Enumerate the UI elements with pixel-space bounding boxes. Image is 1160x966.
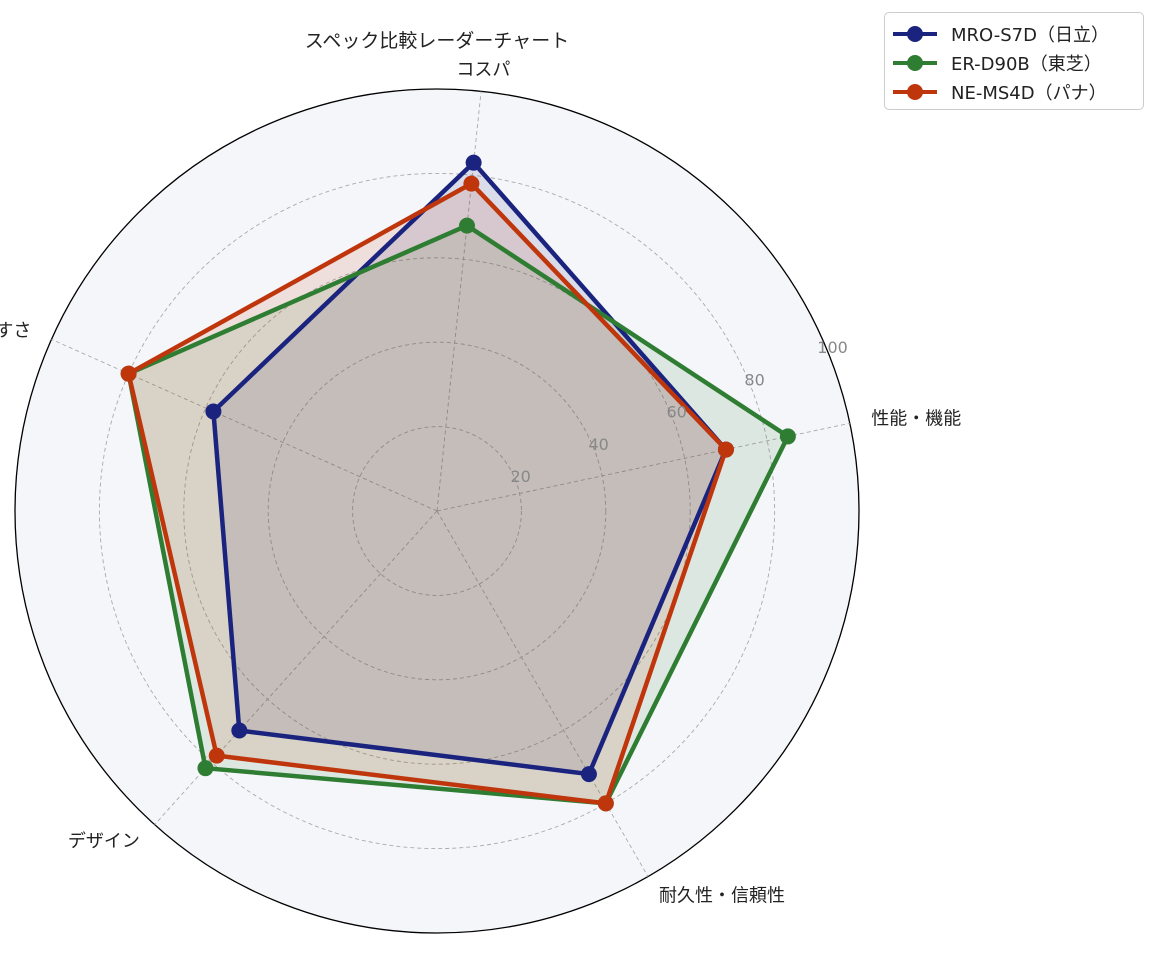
tick-label-20: 20 (510, 467, 530, 486)
series-line-1 (126, 223, 791, 806)
radial-ticks: 20 40 60 80 100 (510, 338, 847, 486)
grid-spoke-2 (51, 338, 438, 512)
axis-label-0: 性能・機能 (871, 409, 961, 430)
axis-label-1: コスパ (456, 59, 510, 80)
data-point-s0-3 (231, 722, 248, 739)
grid-ring-20 (352, 426, 522, 596)
legend-label: NE-MS4D（パナ） (951, 82, 1107, 104)
data-point-s2-3 (208, 747, 225, 764)
data-point-s2-1 (463, 175, 480, 192)
data-point-s2-2 (120, 365, 137, 382)
tick-label-80: 80 (744, 370, 764, 389)
axis-label-4: 耐久性・信頼性 (659, 886, 785, 907)
legend-marker-icon (893, 82, 937, 102)
series-layer (120, 154, 796, 812)
data-point-s0-4 (580, 766, 597, 783)
series-line-2 (126, 180, 729, 806)
data-point-s1-0 (779, 428, 796, 445)
legend-dot-2 (907, 83, 923, 100)
axis-label-2: 使いやすさ (0, 320, 31, 341)
series-fill-2 (128, 183, 726, 804)
legend-label: MRO-S7D（日立） (951, 24, 1109, 46)
grid-ring-60 (183, 257, 691, 765)
data-point-s0-1 (465, 154, 482, 171)
data-point-s2-0 (717, 441, 734, 458)
axis-labels: 性能・機能 コスパ使いやすさデザイン耐久性・信頼性 (0, 59, 961, 906)
legend-label: ER-D90B（東芝） (951, 53, 1102, 75)
legend-marker-icon (893, 24, 937, 44)
legend-item-1: ER-D90B（東芝） (893, 48, 1135, 77)
data-point-s1-1 (458, 217, 475, 234)
legend-item-2: NE-MS4D（パナ） (893, 77, 1135, 106)
chart-title: スペック比較レーダーチャート (305, 30, 569, 52)
legend-marker-icon (893, 53, 937, 73)
tick-label-100: 100 (817, 338, 848, 357)
axis-label-3: デザイン (68, 831, 140, 852)
series-line-0 (211, 159, 729, 777)
grid-spoke-4 (436, 510, 649, 877)
data-point-s0-2 (205, 403, 222, 420)
grid-ring-80 (98, 172, 776, 850)
legend: MRO-S7D（日立） ER-D90B（東芝） NE-MS4D（パナ） (884, 12, 1144, 110)
series-fill-1 (128, 225, 788, 804)
data-point-s2-4 (597, 795, 614, 812)
tick-label-60: 60 (666, 403, 686, 422)
legend-dot-0 (907, 25, 923, 42)
legend-item-0: MRO-S7D（日立） (893, 19, 1135, 48)
grid (51, 91, 850, 877)
data-point-s1-3 (197, 760, 214, 777)
grid-ring-40 (267, 341, 607, 681)
tick-label-40: 40 (588, 435, 608, 454)
legend-dot-1 (907, 54, 923, 71)
